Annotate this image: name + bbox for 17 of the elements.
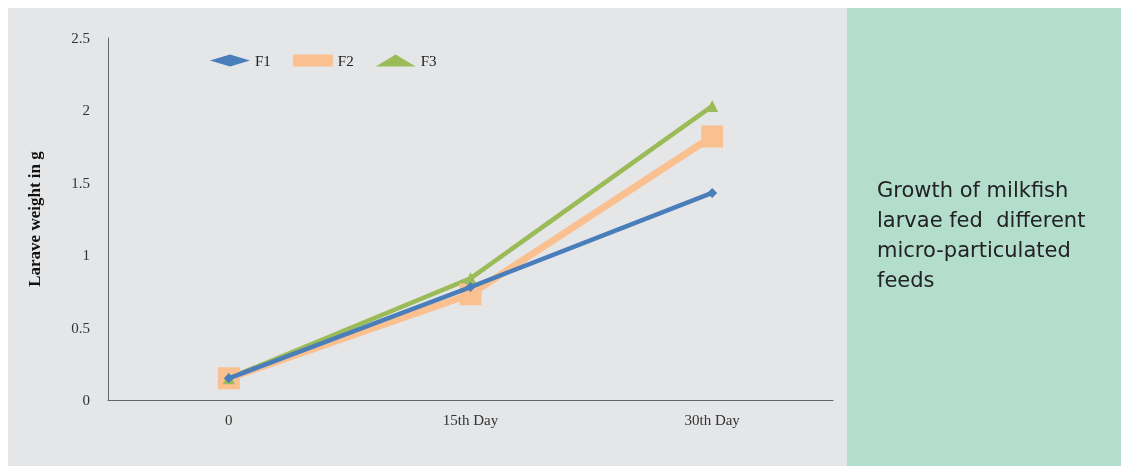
point [465, 282, 476, 293]
y-tick-label: 1.5 [71, 174, 90, 191]
legend-label: F1 [255, 52, 271, 69]
x-tick-label: 30th Day [684, 411, 741, 428]
legend-label: F3 [420, 52, 437, 69]
y-tick-label: 0.5 [71, 319, 90, 336]
x-tick-label: 15th Day [442, 411, 499, 428]
y-tick-label: 1 [82, 247, 90, 264]
y-tick-label: 2 [82, 102, 90, 119]
y-tick-label: 2.5 [71, 30, 90, 46]
y-axis-title: Larave weight in g [25, 150, 44, 287]
point [701, 125, 724, 148]
point [707, 187, 718, 198]
x-tick-label: 0 [225, 411, 233, 428]
y-tick-label: 0 [82, 392, 90, 408]
legend-label: F2 [337, 52, 354, 69]
text: Growth of milkfish larvae fed different micro-particulated feeds [877, 178, 1093, 292]
